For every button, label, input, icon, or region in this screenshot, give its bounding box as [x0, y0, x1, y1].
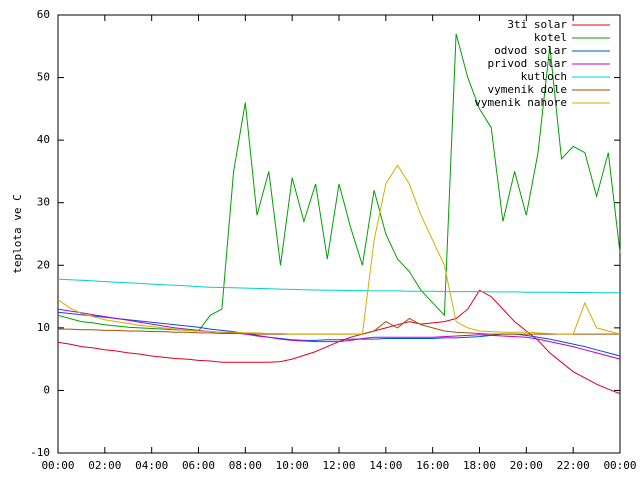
series-line [57, 33, 621, 332]
y-tick-label: 40 [37, 133, 50, 146]
series-line [57, 311, 621, 357]
x-tick-label: 04:00 [135, 459, 168, 472]
x-tick-label: 16:00 [416, 459, 449, 472]
x-tick-label: 08:00 [229, 459, 262, 472]
y-tick-label: 10 [37, 321, 50, 334]
x-tick-label: 14:00 [369, 459, 402, 472]
x-tick-label: 20:00 [510, 459, 543, 472]
x-tick-label: 02:00 [88, 459, 121, 472]
x-tick-label: 00:00 [41, 459, 74, 472]
x-tick-label: 22:00 [557, 459, 590, 472]
legend-label: kutloch [521, 70, 567, 83]
x-tick-label: 06:00 [182, 459, 215, 472]
y-tick-label: 0 [43, 383, 50, 396]
y-tick-label: -10 [30, 446, 50, 459]
x-tick-label: 00:00 [603, 459, 636, 472]
y-tick-label: 20 [37, 258, 50, 271]
legend-label: vymenik dole [488, 83, 567, 96]
legend-label: privod solar [488, 57, 568, 70]
series-line [57, 308, 621, 360]
series-line [57, 278, 620, 294]
x-tick-label: 10:00 [276, 459, 309, 472]
legend-label: vymenik nahore [474, 96, 567, 109]
series-line [57, 164, 621, 335]
legend-label: 3ti solar [507, 18, 567, 31]
y-tick-label: 50 [37, 71, 50, 84]
legend-label: kotel [534, 31, 567, 44]
y-tick-label: 30 [37, 196, 50, 209]
x-tick-label: 18:00 [463, 459, 496, 472]
y-axis-label: teplota ve C [11, 194, 24, 273]
x-tick-label: 12:00 [322, 459, 355, 472]
legend-label: odvod solar [494, 44, 567, 57]
y-tick-label: 60 [37, 8, 50, 21]
